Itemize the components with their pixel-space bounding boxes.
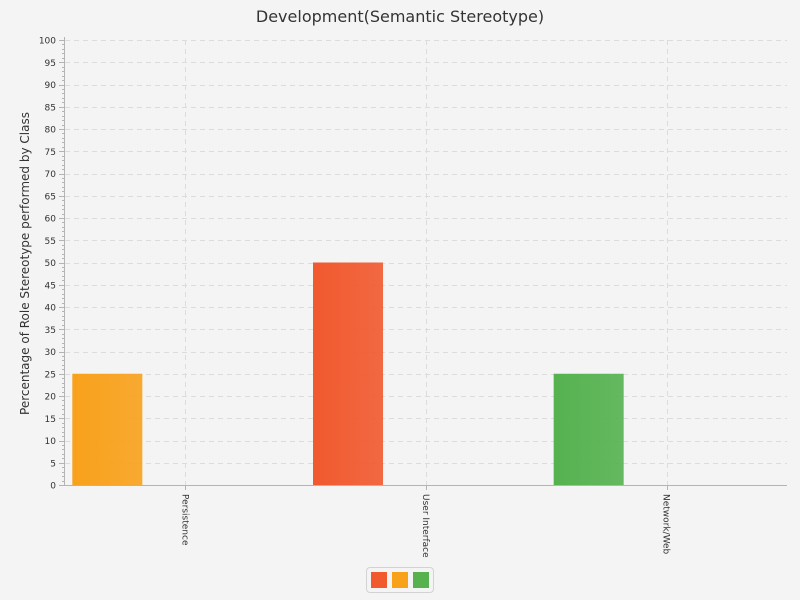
y-axis-title: Percentage of Role Stereotype performed … [18, 112, 32, 415]
y-tick-label: 20 [45, 393, 57, 403]
y-tick-label: 35 [45, 326, 56, 336]
y-tick-label: 80 [45, 126, 57, 136]
bar-persistence [72, 373, 143, 485]
y-tick-label: 50 [45, 259, 57, 269]
legend-swatch [392, 572, 408, 588]
legend-swatch [413, 572, 429, 588]
y-tick-label: 40 [45, 304, 57, 314]
y-tick-label: 95 [45, 59, 56, 69]
y-tick-label: 70 [45, 170, 57, 180]
y-tick-label: 15 [45, 415, 56, 425]
y-tick-label: 10 [45, 437, 57, 447]
y-tick-label: 100 [39, 37, 56, 47]
y-tick-label: 30 [45, 348, 57, 358]
bar-user-interface [313, 262, 383, 485]
legend-swatch [371, 572, 387, 588]
x-tick-label: Persistence [179, 494, 189, 546]
y-tick-label: 75 [45, 148, 56, 158]
y-tick-label: 55 [45, 237, 56, 247]
x-tick-label: Network/Web [661, 494, 671, 555]
y-tick-label: 45 [45, 281, 56, 291]
y-tick-label: 85 [45, 103, 56, 113]
y-tick-label: 90 [45, 81, 57, 91]
bar-network-web [553, 373, 624, 485]
y-tick-label: 60 [45, 215, 57, 225]
chart-title: Development(Semantic Stereotype) [255, 7, 545, 26]
y-tick-label: 65 [45, 192, 56, 202]
legend [366, 567, 434, 593]
y-tick-label: 5 [50, 459, 56, 469]
y-tick-label: 0 [50, 482, 56, 492]
x-tick-label: User Interface [420, 494, 430, 558]
y-tick-label: 25 [45, 370, 56, 380]
